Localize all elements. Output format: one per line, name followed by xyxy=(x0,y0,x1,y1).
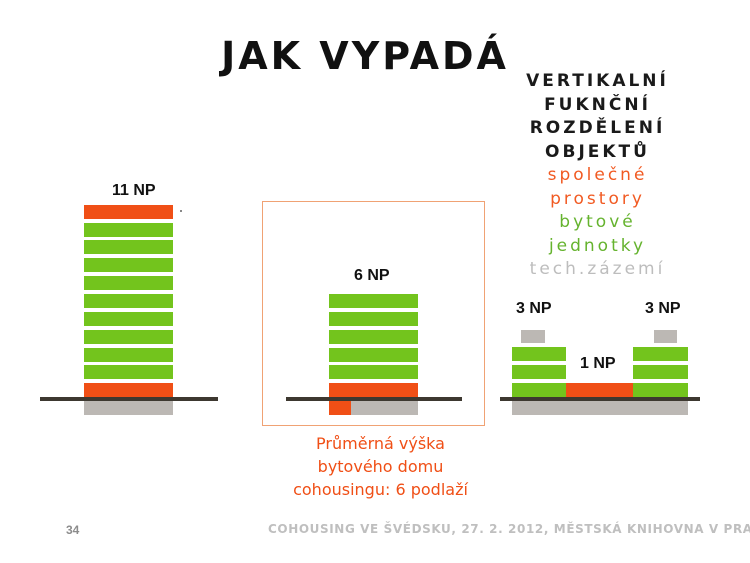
ground-line-1 xyxy=(40,397,218,401)
footer-text: COHOUSING VE ŠVÉDSKU, 27. 2. 2012, MĚSTS… xyxy=(268,522,750,536)
medium-floor-unit xyxy=(329,294,418,308)
caption-line-2: bytového domu xyxy=(317,457,444,476)
tall-floor-shared-top xyxy=(84,205,173,219)
legend-heading-line-4: OBJEKTŮ xyxy=(545,141,650,162)
medium-building-label: 6 NP xyxy=(354,267,390,284)
tall-floor-unit xyxy=(84,348,173,362)
low-left-roof-technical xyxy=(521,330,545,343)
tall-floor-unit xyxy=(84,294,173,308)
low-right-building-label: 3 NP xyxy=(645,300,681,317)
medium-basement-technical xyxy=(351,401,418,415)
tall-floor-unit xyxy=(84,276,173,290)
ground-line-3 xyxy=(500,397,700,401)
medium-floor-unit xyxy=(329,330,418,344)
ground-line-2 xyxy=(286,397,462,401)
legend-units-line-1: bytové xyxy=(559,212,636,232)
medium-basement-shared xyxy=(329,401,351,415)
tall-floor-unit xyxy=(84,312,173,326)
legend-shared-line-2: prostory xyxy=(550,188,645,209)
medium-floor-unit xyxy=(329,365,418,379)
low-right-floor-unit xyxy=(633,365,688,379)
low-left-floor-unit xyxy=(512,383,566,397)
tall-basement-technical xyxy=(84,401,173,415)
medium-floor-unit xyxy=(329,312,418,326)
legend: VERTIKALNÍ FUKNČNÍ ROZDĚLENÍ OBJEKTŮ spo… xyxy=(505,70,690,282)
low-right-floor-unit xyxy=(633,383,688,397)
page-number: 34 xyxy=(66,523,80,537)
tall-floor-unit xyxy=(84,258,173,272)
legend-units-line-2: jednotky xyxy=(548,235,647,256)
low-middle-building-label: 1 NP xyxy=(580,355,616,372)
medium-floor-unit xyxy=(329,348,418,362)
legend-technical: tech.zázemí xyxy=(529,259,666,279)
caption-line-3: cohousingu: 6 podlaží xyxy=(293,480,468,499)
dot-mark xyxy=(180,210,182,212)
tall-floor-unit xyxy=(84,365,173,379)
tall-floor-shared-ground xyxy=(84,383,173,397)
caption-line-1: Průměrná výška xyxy=(316,434,445,453)
low-basement-technical xyxy=(512,401,688,415)
tall-floor-unit xyxy=(84,330,173,344)
low-left-building-label: 3 NP xyxy=(516,300,552,317)
highlight-frame xyxy=(262,201,485,426)
tall-building-label: 11 NP xyxy=(112,182,156,199)
low-right-roof-technical xyxy=(654,330,677,343)
low-left-floor-unit xyxy=(512,347,566,361)
low-middle-floor-shared xyxy=(566,383,633,397)
slide-title: JAK VYPADÁ xyxy=(221,34,509,78)
low-left-floor-unit xyxy=(512,365,566,379)
legend-heading-line-3: ROZDĚLENÍ xyxy=(529,118,666,138)
tall-floor-unit xyxy=(84,223,173,237)
legend-heading-line-1: VERTIKALNÍ xyxy=(526,71,669,91)
caption: Průměrná výška bytového domu cohousingu:… xyxy=(268,432,493,501)
low-right-floor-unit xyxy=(633,347,688,361)
legend-heading-line-2: FUKNČNÍ xyxy=(544,94,651,115)
legend-shared-line-1: společné xyxy=(547,165,648,185)
tall-floor-unit xyxy=(84,240,173,254)
medium-floor-shared-ground xyxy=(329,383,418,397)
